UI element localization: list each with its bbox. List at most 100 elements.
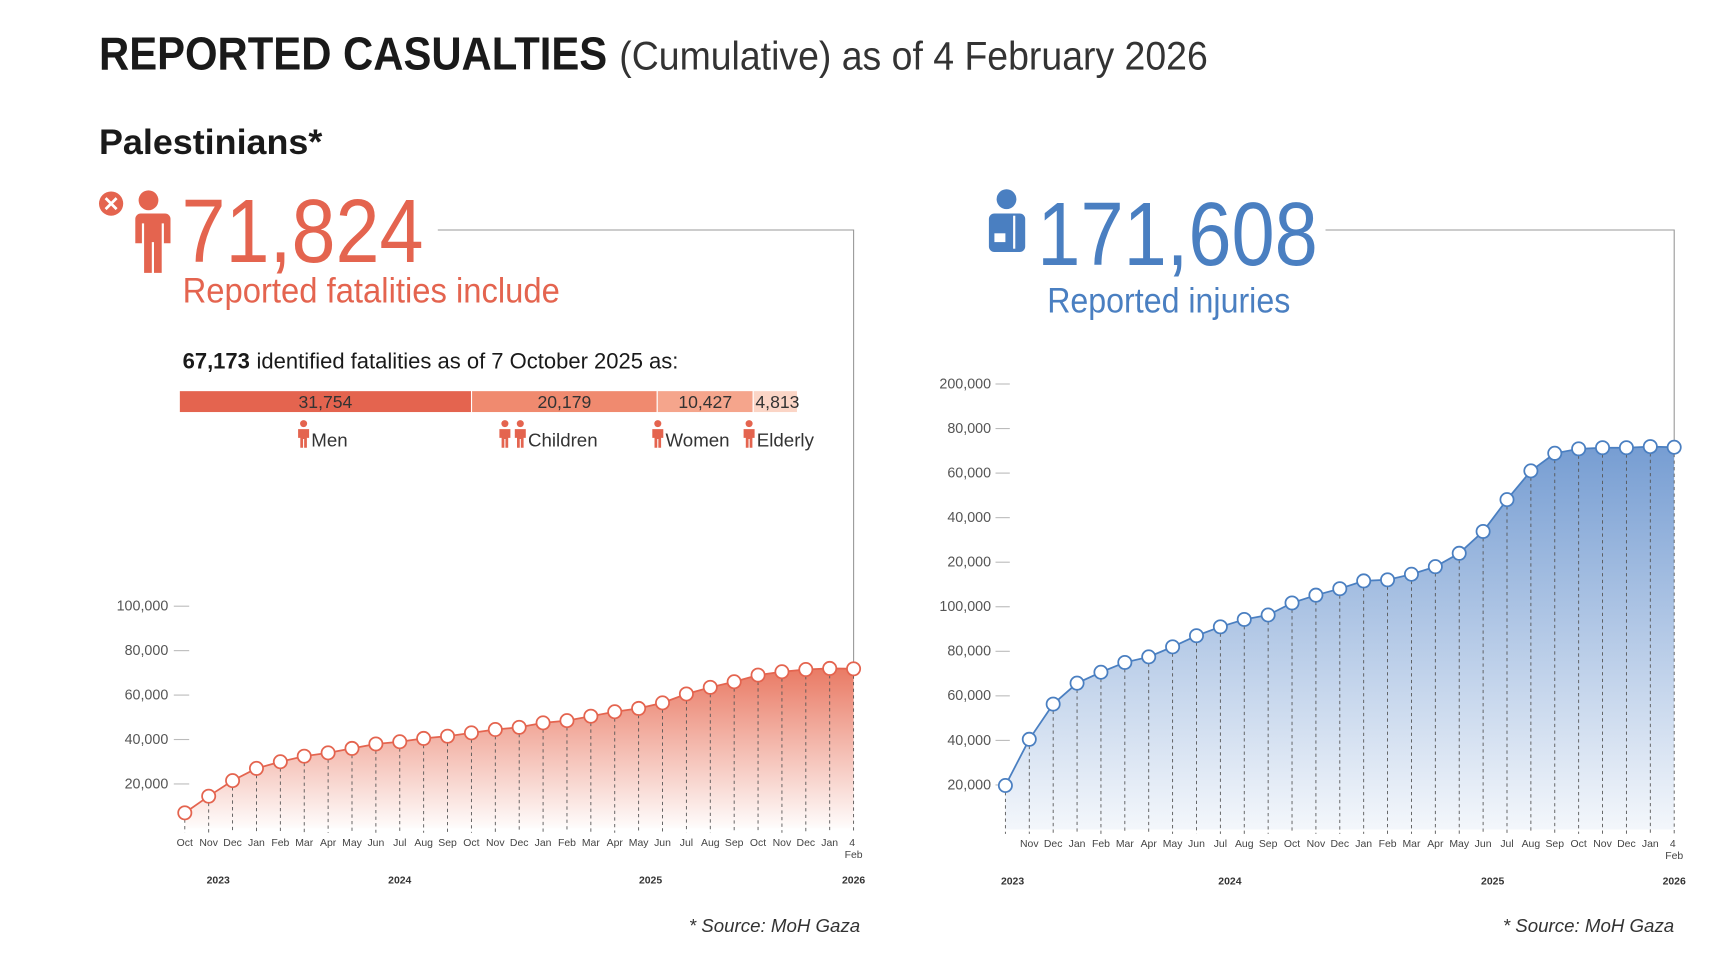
point: [822, 660, 838, 676]
x-tick-label: Oct: [463, 838, 479, 849]
x-tick-label: Mar: [1402, 839, 1420, 850]
point: [1451, 545, 1467, 561]
point: [607, 704, 623, 720]
y-tick-label: 80,000: [947, 421, 991, 437]
bar-value-label: 20,179: [537, 392, 591, 412]
x-tick-label: 4 Feb: [1665, 839, 1683, 862]
y-tick-label: 100,000: [117, 599, 169, 615]
x-tick-label: Jun: [367, 838, 384, 849]
point: [1427, 559, 1443, 575]
x-tick-label: Oct: [177, 838, 193, 849]
point: [1189, 628, 1204, 644]
point: [1212, 619, 1228, 635]
legend-label: Women: [666, 430, 730, 451]
x-tick-label: Oct: [1284, 839, 1300, 850]
y-tick-label: 80,000: [125, 643, 169, 659]
x-tick-label: Jan: [1642, 839, 1659, 850]
legend-label: Men: [311, 430, 347, 451]
legend-icon: [516, 420, 524, 428]
x-tick-label: Oct: [750, 838, 766, 849]
point: [1141, 649, 1157, 665]
point: [296, 748, 312, 764]
x-tick-label: Nov: [1593, 839, 1612, 850]
point: [487, 722, 503, 738]
year-label: 2023: [1001, 877, 1024, 888]
source-note: * Source: MoH Gaza: [689, 915, 860, 936]
y-tick-label: 60,000: [947, 688, 991, 704]
x-tick-label: Aug: [1235, 839, 1254, 850]
legend-icon: [501, 420, 509, 428]
section-title: Palestinians*: [99, 123, 323, 162]
x-tick-label: Mar: [295, 838, 313, 849]
y-tick-label: 80,000: [947, 644, 991, 660]
x-tick-label: Sep: [1259, 839, 1278, 850]
point: [511, 719, 527, 735]
bar-value-label: 31,754: [299, 392, 353, 412]
fatalities-total: 71,824: [182, 181, 424, 282]
point: [1547, 445, 1563, 461]
y-tick-label: 20,000: [947, 777, 991, 793]
point: [1308, 587, 1324, 603]
x-tick-label: May: [1449, 839, 1469, 850]
point: [1236, 611, 1252, 627]
breakdown-title: 67,173 identified fatalities as of 7 Octo…: [183, 349, 679, 374]
point: [201, 788, 217, 804]
fatality-icon: [99, 190, 171, 273]
x-tick-label: May: [342, 838, 362, 849]
x-tick-label: Sep: [438, 838, 457, 849]
y-tick-label: 200,000: [939, 376, 991, 392]
legend-label: Children: [528, 430, 598, 451]
point: [440, 728, 456, 744]
point: [1642, 439, 1658, 455]
legend-icon: [499, 429, 511, 448]
point: [774, 664, 790, 680]
point: [463, 725, 479, 741]
x-tick-label: Jan: [1069, 839, 1086, 850]
point: [1666, 439, 1682, 455]
point: [1475, 523, 1491, 539]
year-label: 2026: [1663, 877, 1686, 888]
x-tick-label: Nov: [1307, 839, 1326, 850]
connector: [1325, 229, 1675, 441]
point: [1045, 696, 1061, 712]
point: [1260, 607, 1276, 623]
point: [392, 734, 408, 750]
legend-icon: [514, 429, 526, 448]
point: [1380, 572, 1396, 588]
x-tick-label: Apr: [607, 838, 624, 849]
x-tick-label: Mar: [582, 838, 600, 849]
source-note: * Source: MoH Gaza: [1503, 915, 1674, 936]
x-tick-label: Feb: [558, 838, 576, 849]
title: REPORTED CASUALTIES: [99, 27, 607, 79]
x-tick-label: Apr: [1141, 839, 1158, 850]
point: [225, 773, 241, 789]
point: [344, 740, 360, 756]
point: [416, 730, 432, 746]
connector: [437, 229, 855, 666]
point: [1332, 581, 1348, 597]
x-tick-label: Aug: [414, 838, 433, 849]
subtitle: (Cumulative) as of 4 February 2026: [619, 34, 1208, 78]
point: [1403, 566, 1419, 582]
x-tick-label: 4 Feb: [845, 838, 863, 861]
y-tick-label: 40,000: [947, 733, 991, 749]
x-tick-label: Nov: [1020, 839, 1039, 850]
x-tick-label: Apr: [320, 838, 337, 849]
legend-icon: [654, 420, 662, 428]
point: [1021, 731, 1037, 747]
x-tick-label: Jun: [1475, 839, 1492, 850]
point: [559, 713, 575, 729]
x-tick-label: Aug: [701, 838, 720, 849]
bar-value-label: 4,813: [755, 392, 799, 412]
point: [535, 715, 551, 731]
x-tick-label: Dec: [510, 838, 529, 849]
point: [1284, 595, 1300, 611]
y-tick-label: 60,000: [947, 466, 991, 482]
x-tick-label: Jan: [1355, 839, 1372, 850]
legend-icon: [298, 429, 310, 448]
year-label: 2025: [639, 875, 662, 886]
x-tick-label: Jun: [654, 838, 671, 849]
x-tick-label: May: [629, 838, 649, 849]
point: [272, 754, 288, 770]
